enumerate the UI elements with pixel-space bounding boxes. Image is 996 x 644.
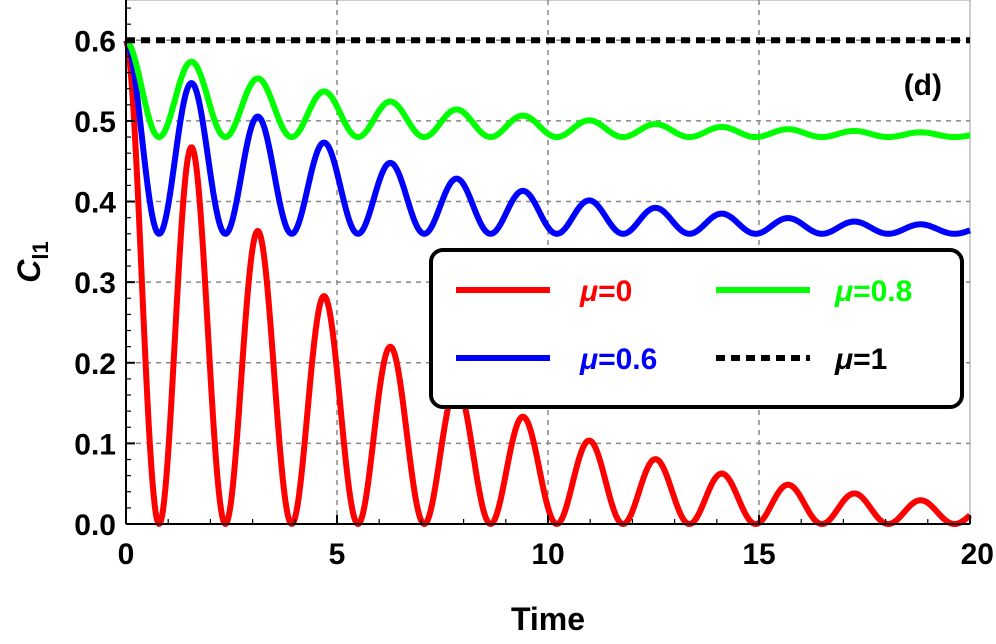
- y-tick-label-3: 0.3: [74, 267, 116, 300]
- svg-text:Cl1: Cl1: [11, 241, 53, 282]
- series-line-mu-0: [123, 39, 973, 527]
- x-tick-label-0: 0: [118, 538, 135, 571]
- x-axis-title: Time: [511, 601, 585, 637]
- series-line-mu-0-6: [123, 38, 973, 237]
- panel-label: (d): [904, 69, 942, 102]
- x-tick-label-1: 5: [329, 538, 346, 571]
- y-tick-label-4: 0.4: [74, 187, 116, 220]
- legend-label-2: μ=0.6: [579, 343, 657, 376]
- y-axis-title-main: C: [11, 259, 47, 283]
- y-tick-label-1: 0.1: [74, 428, 116, 461]
- x-tick-label-4: 20: [961, 538, 994, 571]
- y-axis-title: Cl1: [11, 241, 53, 282]
- y-tick-label-2: 0.2: [74, 348, 116, 381]
- x-ticks: 0 5 10 15 20: [118, 515, 994, 571]
- legend-label-1: μ=0.8: [834, 275, 912, 308]
- legend-label-0: μ=0: [579, 275, 632, 308]
- legend-box: [429, 248, 964, 409]
- legend-label-3: μ=1: [834, 343, 887, 376]
- y-axis-title-sub: l1: [28, 241, 53, 259]
- x-tick-label-3: 15: [742, 538, 775, 571]
- series-layer: [123, 37, 973, 527]
- y-ticks: 0.0 0.1 0.2 0.3 0.4 0.5 0.6: [74, 7, 135, 542]
- series-line-mu-0-8: [123, 37, 973, 141]
- y-tick-label-5: 0.5: [74, 106, 116, 139]
- legend: μ=0 μ=0.8 μ=0.6 μ=1: [429, 248, 964, 409]
- y-tick-label-6: 0.6: [74, 25, 116, 58]
- y-tick-label-0: 0.0: [74, 509, 116, 542]
- x-tick-label-2: 10: [531, 538, 564, 571]
